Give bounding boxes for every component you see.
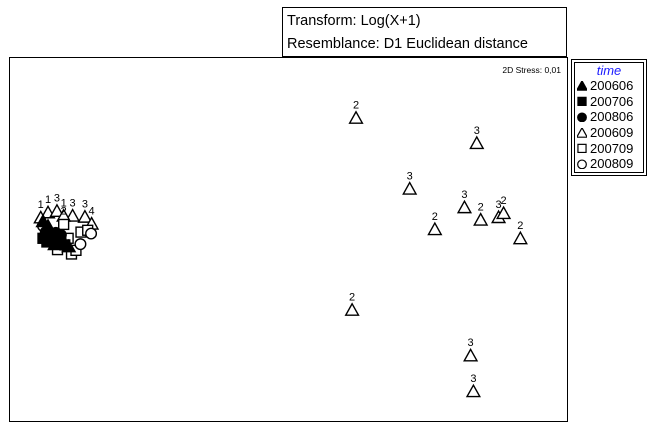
point-label-4: 3	[461, 189, 467, 201]
data-point-5	[473, 212, 489, 226]
point-label-11: 3	[468, 337, 474, 349]
resemblance-text: Resemblance: D1 Euclidean distance	[287, 36, 528, 52]
data-point-10	[344, 302, 360, 316]
square-filled-icon	[577, 97, 587, 107]
point-label-14: 1	[38, 199, 44, 211]
point-label-10: 2	[349, 292, 355, 304]
data-point-9	[512, 230, 528, 245]
data-point-20	[58, 218, 70, 231]
data-point-4	[456, 199, 473, 214]
point-label-2: 3	[474, 125, 480, 137]
triangle-open-icon	[577, 127, 587, 138]
data-point-7	[496, 205, 512, 220]
data-point-2	[469, 135, 485, 150]
square-open-icon	[577, 143, 587, 154]
point-label-9: 2	[517, 220, 523, 232]
mds-scatter-plot: 233323222233113331423	[33, 100, 528, 398]
data-point-17	[77, 209, 93, 223]
data-point-11	[463, 347, 479, 362]
data-point-3	[402, 181, 418, 195]
point-label-19: 4	[89, 205, 95, 217]
legend-item-200706: 200706	[575, 94, 643, 110]
circle-filled-icon	[577, 112, 587, 122]
point-label-8: 2	[432, 211, 438, 223]
resemblance-info-box: Transform: Log(X+1) Resemblance: D1 Eucl…	[282, 7, 567, 57]
legend-title: time	[596, 63, 622, 78]
data-point-16	[65, 208, 81, 222]
stress-label: 2D Stress: 0,01	[502, 65, 561, 75]
legend-label: 200609	[590, 125, 634, 141]
point-label-15: 3	[54, 193, 60, 205]
legend-item-200606: 200606	[575, 78, 643, 94]
legend-item-200609: 200609	[575, 125, 643, 141]
triangle-filled-icon	[577, 80, 587, 91]
legend: time 200606 200706 200806 200609 200709 20080…	[571, 59, 647, 176]
data-point-46	[53, 234, 66, 247]
point-label-13: 1	[45, 194, 51, 206]
legend-label: 200806	[590, 109, 634, 125]
data-point-12	[465, 383, 481, 398]
data-point-1	[348, 110, 364, 124]
legend-item-200806: 200806	[575, 109, 643, 125]
point-label-16: 3	[70, 197, 76, 209]
point-label-5: 2	[478, 201, 484, 213]
point-label-20: 2	[61, 205, 67, 217]
legend-item-200809: 200809	[575, 156, 643, 172]
point-label-17: 3	[82, 199, 88, 211]
point-label-12: 3	[470, 373, 476, 385]
data-point-28	[85, 227, 98, 240]
legend-label: 200606	[590, 78, 634, 94]
mds-plot-area: 233323222233113331423 2D Stress: 0,01	[9, 57, 568, 422]
circle-open-icon	[577, 159, 587, 169]
point-label-7: 2	[501, 195, 507, 207]
data-point-15	[49, 203, 65, 217]
point-label-6: 3	[496, 199, 502, 211]
legend-label: 200809	[590, 156, 634, 172]
legend-label: 200709	[590, 140, 634, 156]
data-point-30	[74, 238, 87, 251]
legend-label: 200706	[590, 93, 634, 109]
legend-item-200709: 200709	[575, 140, 643, 156]
point-label-3: 3	[407, 170, 413, 182]
data-point-8	[427, 221, 443, 236]
legend-inner-box: time 200606 200706 200806 200609 200709 20080…	[574, 62, 644, 173]
point-label-1: 2	[353, 100, 359, 112]
point-label-18: 1	[61, 197, 67, 209]
transform-text: Transform: Log(X+1)	[287, 13, 421, 29]
legend-items: 200606 200706 200806 200609 200709 200809	[575, 78, 643, 172]
